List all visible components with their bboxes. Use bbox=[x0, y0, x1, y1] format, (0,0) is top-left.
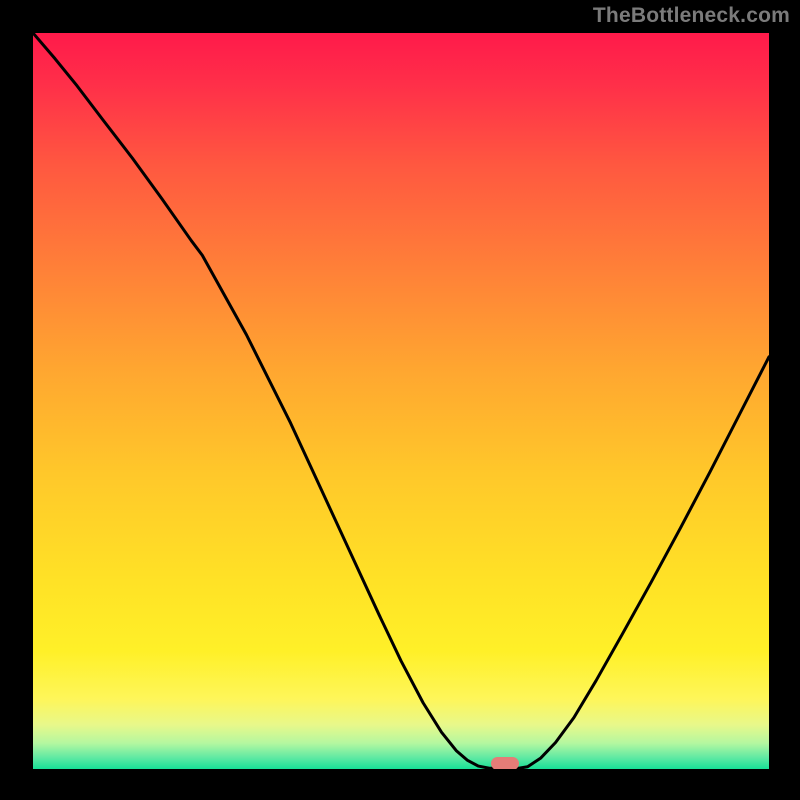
watermark-text: TheBottleneck.com bbox=[593, 4, 790, 28]
chart-container: TheBottleneck.com bbox=[0, 0, 800, 800]
plot-area bbox=[33, 33, 769, 769]
bottleneck-curve bbox=[33, 33, 769, 769]
selection-marker bbox=[491, 757, 519, 769]
